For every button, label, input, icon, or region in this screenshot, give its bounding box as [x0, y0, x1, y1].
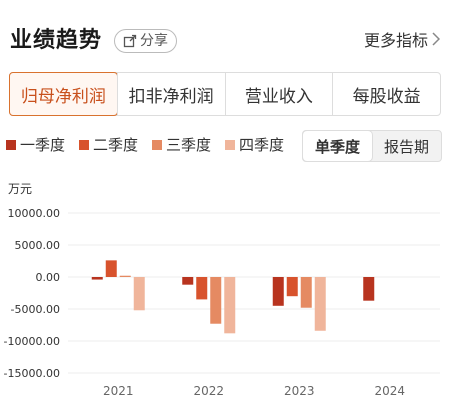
bar-2023-q4 [314, 277, 326, 331]
more-indicators-label: 更多指标 [363, 31, 428, 50]
y-axis-unit: 万元 [8, 182, 33, 196]
share-label: 分享 [140, 33, 168, 49]
legend-item-q1: 一季度 [6, 134, 65, 155]
legend-swatch-q1 [6, 139, 16, 150]
bar-2021-q4 [133, 277, 145, 311]
y-tick-label: -5000.00 [11, 303, 60, 316]
bar-2021-q1 [91, 277, 103, 280]
x-tick-label: 2023 [284, 384, 315, 398]
bar-2023-q1 [272, 277, 284, 306]
x-tick-label: 2022 [193, 384, 224, 398]
chevron-right-icon [432, 32, 440, 46]
tab-net-profit-deducted[interactable]: 扣非净利润 [116, 73, 225, 115]
legend-swatch-q4 [225, 139, 236, 150]
legend-label-q4: 四季度 [239, 136, 285, 154]
bar-2022-q2 [196, 277, 208, 300]
period-toggle: 单季度 报告期 [302, 130, 442, 162]
legend-swatch-q3 [152, 139, 163, 150]
share-icon [123, 34, 137, 48]
bar-2023-q2 [286, 277, 298, 297]
metric-tabs: 归母净利润 扣非净利润 营业收入 每股收益 [9, 72, 441, 116]
y-tick-label: -15000.00 [4, 367, 60, 380]
y-tick-label: -10000.00 [4, 335, 60, 348]
bar-2021-q3 [119, 275, 131, 277]
toggle-report-period[interactable]: 报告期 [383, 137, 429, 156]
x-tick-label: 2024 [374, 384, 405, 398]
toggle-single-quarter[interactable]: 单季度 [303, 131, 372, 161]
x-tick-label: 2021 [103, 384, 134, 398]
bar-2023-q3 [300, 277, 312, 308]
bar-2022-q3 [210, 277, 222, 324]
bar-2022-q4 [224, 277, 236, 334]
bar-2022-q1 [182, 277, 194, 285]
legend-swatch-q2 [79, 139, 90, 150]
bar-2021-q2 [105, 260, 117, 277]
header: 业绩趋势 分享 更多指标 [0, 0, 450, 70]
legend-item-q2: 二季度 [79, 134, 138, 155]
y-tick-label: 0.00 [36, 271, 61, 284]
more-indicators-link[interactable]: 更多指标 [364, 27, 440, 51]
legend-label-q2: 二季度 [93, 136, 139, 154]
legend-item-q4: 四季度 [225, 134, 284, 155]
y-tick-label: 5000.00 [15, 239, 61, 252]
legend-label-q1: 一季度 [20, 136, 66, 154]
chart-legend: 一季度 二季度 三季度 四季度 [6, 134, 284, 155]
legend-label-q3: 三季度 [166, 136, 212, 154]
bar-2024-q1 [363, 277, 375, 301]
page-title: 业绩趋势 [10, 28, 103, 53]
tab-net-profit-parent[interactable]: 归母净利润 [9, 72, 118, 116]
y-tick-label: 10000.00 [8, 207, 61, 220]
bar-chart: 10000.00 5000.00 0.00 -5000.00 -10000.00 -150… [4, 207, 440, 398]
legend-item-q3: 三季度 [152, 134, 211, 155]
tab-revenue[interactable]: 营业收入 [224, 73, 333, 115]
share-button[interactable]: 分享 [114, 29, 177, 53]
tab-eps[interactable]: 每股收益 [332, 73, 440, 115]
